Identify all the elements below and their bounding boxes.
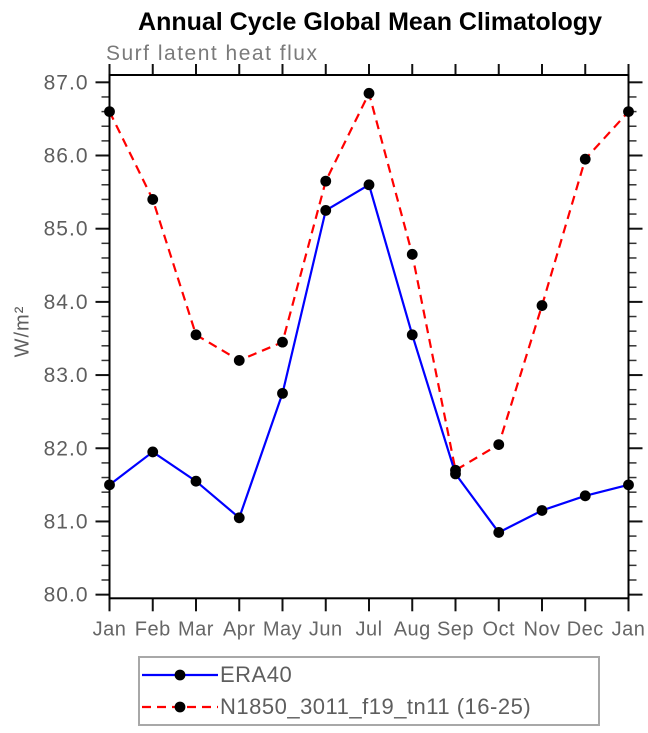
legend-row-era40: ERA40	[140, 659, 598, 691]
svg-text:84.0: 84.0	[44, 291, 89, 314]
svg-text:82.0: 82.0	[44, 437, 89, 460]
svg-text:85.0: 85.0	[44, 218, 89, 241]
chart-title: Annual Cycle Global Mean Climatology	[138, 8, 602, 36]
svg-text:80.0: 80.0	[44, 584, 89, 607]
svg-text:Apr: Apr	[223, 618, 256, 640]
era40-line-sample-icon	[142, 669, 218, 681]
svg-text:83.0: 83.0	[44, 364, 89, 387]
svg-text:Oct: Oct	[482, 618, 515, 640]
svg-text:87.0: 87.0	[44, 71, 89, 94]
svg-text:May: May	[263, 618, 302, 640]
svg-text:Jan: Jan	[612, 618, 646, 640]
svg-text:Jul: Jul	[355, 618, 382, 640]
legend-label-era40: ERA40	[220, 662, 293, 687]
svg-text:Jan: Jan	[93, 618, 127, 640]
svg-text:Nov: Nov	[523, 618, 560, 640]
svg-text:81.0: 81.0	[44, 510, 89, 533]
svg-text:Dec: Dec	[567, 618, 604, 640]
plot-area: 80.0 81.0 82.0 83.0 84.0 85.0 86.0 87.0 Jan Feb Ma…	[44, 64, 646, 640]
svg-text:Aug: Aug	[394, 618, 431, 640]
svg-text:Feb: Feb	[135, 618, 171, 640]
legend-label-n1850: N1850_3011_f19_tn11 (16-25)	[220, 694, 532, 719]
legend: ERA40 N1850_3011_f19_tn11 (16-25)	[138, 656, 600, 726]
svg-text:Jun: Jun	[309, 618, 343, 640]
svg-text:Mar: Mar	[178, 618, 214, 640]
chart-subtitle: Surf latent heat flux	[106, 42, 319, 65]
legend-row-n1850: N1850_3011_f19_tn11 (16-25)	[140, 691, 598, 723]
n1850-line-sample-icon	[142, 701, 218, 713]
svg-text:Sep: Sep	[437, 618, 474, 640]
svg-text:86.0: 86.0	[44, 145, 89, 168]
